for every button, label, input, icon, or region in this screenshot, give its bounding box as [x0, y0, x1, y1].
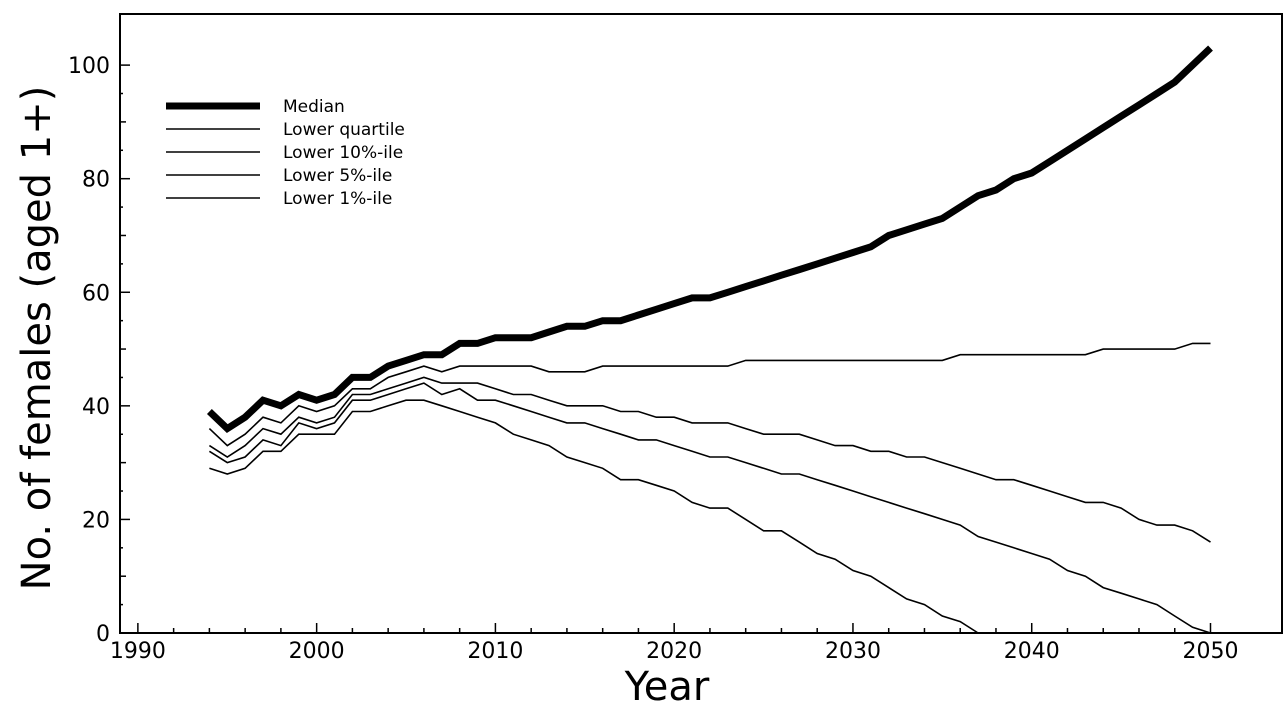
series-line-1 [208, 342, 1211, 447]
series-line-0 [206, 45, 1213, 434]
x-tick-label: 1990 [110, 639, 166, 664]
series-line-2 [208, 376, 1211, 543]
y-axis-title: No. of females (aged 1+) [14, 86, 60, 591]
x-axis-title: Year [624, 664, 710, 708]
y-tick-label: 100 [68, 54, 110, 79]
series-lines [206, 45, 1213, 634]
x-tick-label: 2040 [1004, 639, 1060, 664]
legend-label-1: Lower quartile [283, 120, 405, 140]
x-tick-label: 2010 [467, 639, 523, 664]
x-tick-label: 2030 [825, 639, 881, 664]
y-tick-label: 60 [82, 281, 110, 306]
legend-label-3: Lower 5%-ile [283, 166, 392, 186]
y-tick-label: 40 [82, 395, 110, 420]
y-tick-label: 0 [96, 622, 110, 647]
y-tick-label: 20 [82, 508, 110, 533]
series-line-3 [208, 382, 1211, 634]
legend: Median Lower quartile Lower 10%-ile Lower 5… [166, 97, 405, 209]
series-line-4 [209, 399, 979, 634]
x-tick-label: 2050 [1182, 639, 1238, 664]
plot-frame [119, 13, 1283, 634]
legend-label-4: Lower 1%-ile [283, 189, 392, 209]
y-tick-label: 80 [82, 168, 110, 193]
legend-label-0: Median [283, 97, 345, 117]
x-tick-label: 2000 [289, 639, 345, 664]
legend-label-2: Lower 10%-ile [283, 143, 403, 163]
x-tick-label: 2020 [646, 639, 702, 664]
